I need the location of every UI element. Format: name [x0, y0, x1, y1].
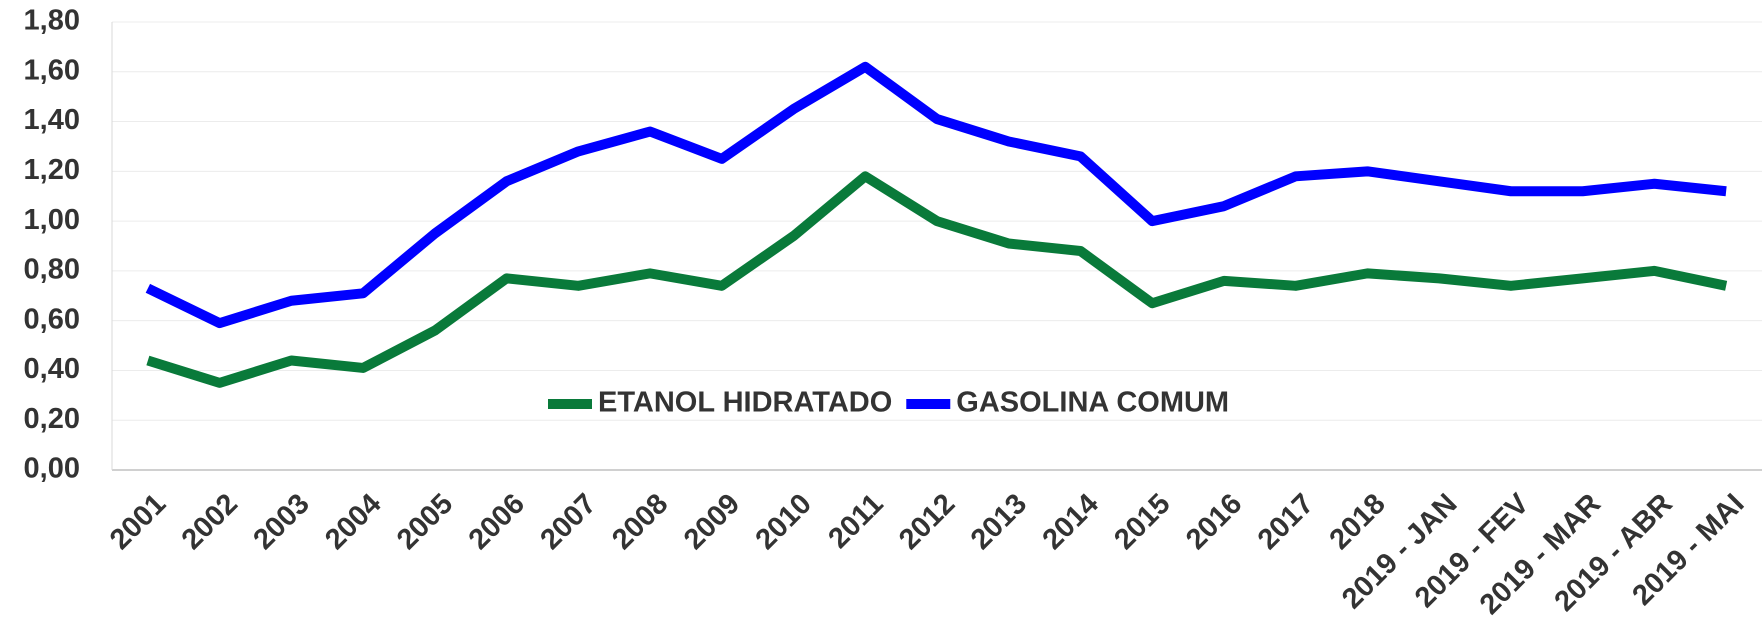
legend: ETANOL HIDRATADO GASOLINA COMUM	[548, 387, 1229, 419]
y-tick-label: 0,00	[24, 453, 80, 485]
x-tick-label: 2005	[391, 488, 459, 556]
x-tick-label: 2016	[1180, 488, 1248, 556]
y-tick-label: 1,40	[24, 104, 80, 136]
y-tick-label: 1,00	[24, 204, 80, 236]
y-tick-label: 1,20	[24, 154, 80, 186]
x-tick-label: 2009	[678, 488, 746, 556]
x-tick-label: 2007	[534, 488, 602, 556]
legend-label: ETANOL HIDRATADO	[598, 387, 892, 419]
x-tick-label: 2011	[823, 488, 890, 555]
y-tick-label: 0,60	[24, 303, 80, 335]
x-tick-label: 2006	[463, 488, 531, 556]
x-tick-label: 2004	[319, 488, 387, 556]
line-series	[145, 61, 1727, 329]
legend-label: GASOLINA COMUM	[956, 387, 1229, 419]
x-tick-label: 2003	[247, 488, 315, 556]
y-tick-label: 0,80	[24, 254, 80, 286]
x-tick-label: 2013	[965, 488, 1033, 556]
x-tick-label: 2017	[1252, 488, 1320, 556]
x-tick-label: 2002	[176, 488, 244, 556]
y-tick-label: 1,60	[24, 54, 80, 86]
x-tick-label: 2001	[104, 488, 172, 556]
line-series	[146, 171, 1728, 388]
y-tick-label: 1,80	[24, 5, 80, 37]
x-tick-label: 2012	[893, 488, 961, 556]
x-tick-label: 2014	[1037, 488, 1105, 556]
x-tick-label: 2015	[1108, 488, 1176, 556]
x-tick-label: 2010	[750, 488, 818, 556]
y-tick-label: 0,40	[24, 353, 80, 385]
x-tick-label: 2008	[606, 488, 674, 556]
y-tick-label: 0,20	[24, 403, 80, 435]
